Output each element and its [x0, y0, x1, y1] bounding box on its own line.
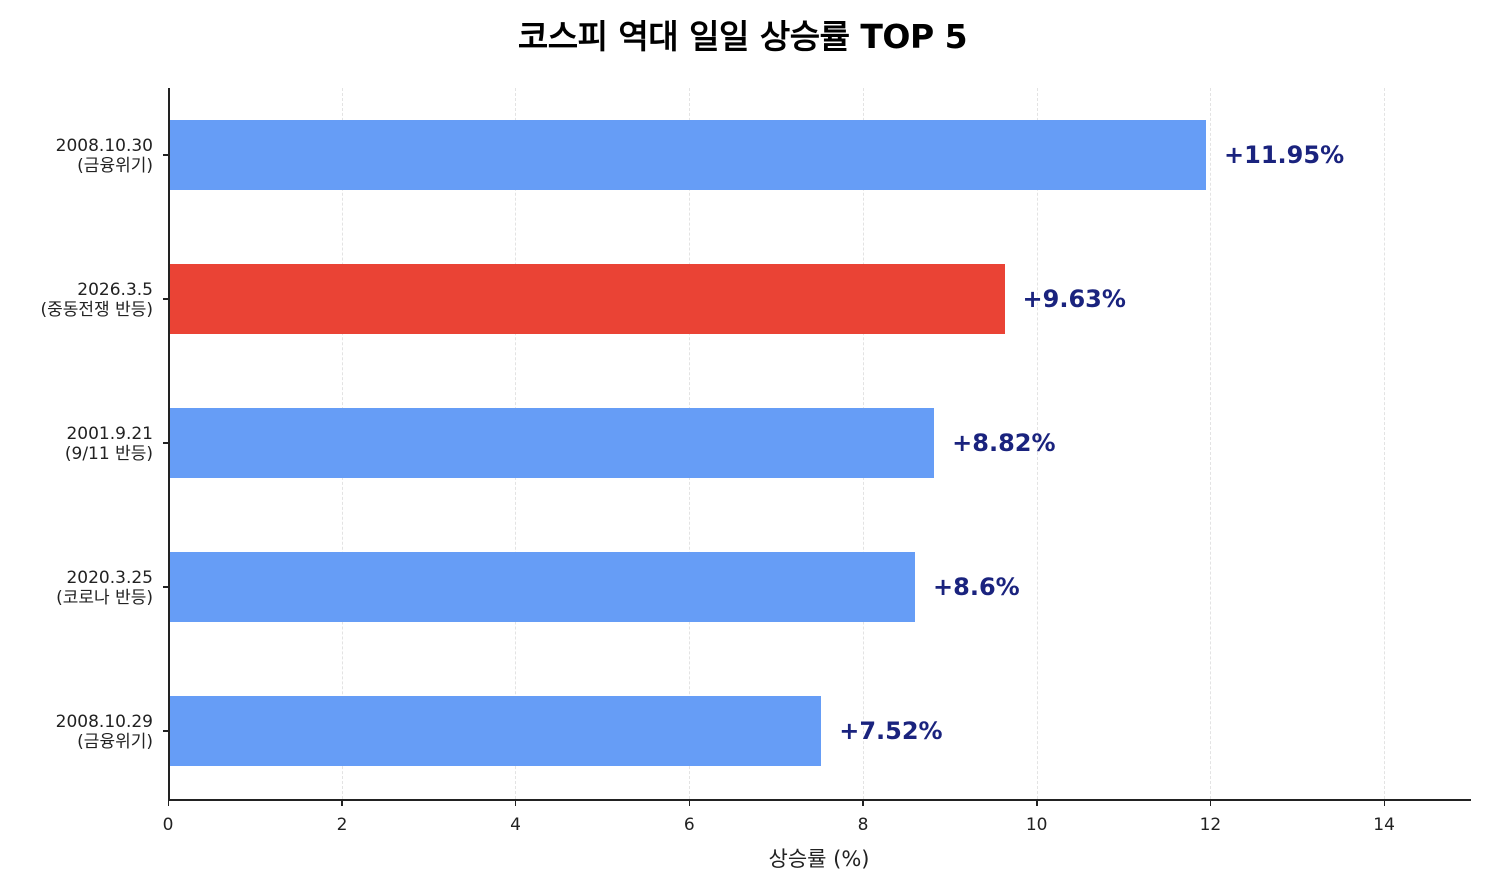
- gridline-14: [1384, 88, 1385, 799]
- x-tick: [862, 800, 864, 806]
- y-label-date: 2020.3.25: [66, 568, 153, 588]
- y-label-event: (9/11 반등): [64, 444, 153, 464]
- x-axis-title: 상승률 (%): [768, 847, 870, 871]
- plot-area: +11.95% +9.63% +8.82% +8.6% +7.52%: [168, 88, 1471, 801]
- y-label-event: (금융위기): [77, 732, 153, 752]
- y-label-event: (코로나 반등): [56, 588, 153, 608]
- x-tick-label: 8: [857, 815, 869, 835]
- y-tick-label: 2008.10.29 (금융위기): [56, 712, 153, 752]
- gridline-12: [1210, 88, 1212, 799]
- value-label: +9.63%: [1022, 285, 1126, 313]
- y-label-event: (중동전쟁 반등): [40, 300, 153, 320]
- y-tick-label: 2008.10.30 (금융위기): [56, 136, 153, 176]
- y-label-date: 2001.9.21: [66, 424, 153, 444]
- y-tick: [163, 586, 168, 588]
- gridline-10: [1036, 88, 1038, 799]
- x-tick-label: 12: [1199, 815, 1222, 835]
- x-tick: [688, 800, 691, 806]
- value-label: +11.95%: [1224, 141, 1345, 169]
- y-tick-label: 2020.3.25 (코로나 반등): [56, 568, 153, 608]
- bar-2008-10-29: [169, 696, 822, 766]
- y-tick-label: 2001.9.21 (9/11 반등): [65, 424, 153, 464]
- x-tick: [1383, 800, 1385, 806]
- y-tick: [163, 442, 168, 444]
- y-label-date: 2008.10.30: [55, 136, 153, 156]
- y-label-event: (금융위기): [77, 156, 153, 176]
- x-tick-label: 4: [510, 815, 521, 835]
- y-label-date: 2026.3.5: [77, 280, 153, 300]
- y-tick: [163, 154, 168, 156]
- y-axis-spine: [168, 88, 170, 801]
- y-tick: [163, 298, 168, 300]
- x-tick-label: 14: [1373, 815, 1395, 835]
- bar-2020-3-25: [169, 552, 916, 622]
- x-tick-label: 2: [336, 815, 348, 835]
- y-label-date: 2008.10.29: [55, 712, 153, 732]
- x-tick: [167, 800, 169, 806]
- bar-2001-9-21: [169, 408, 935, 478]
- x-axis-spine: [168, 799, 1471, 801]
- x-tick: [514, 800, 517, 806]
- bar-2008-10-30: [169, 120, 1207, 190]
- value-label: +8.6%: [933, 573, 1020, 601]
- x-tick: [1036, 800, 1038, 806]
- x-tick: [1209, 800, 1212, 806]
- y-tick: [163, 730, 168, 732]
- y-tick-label: 2026.3.5 (중동전쟁 반등): [40, 280, 153, 320]
- value-label: +8.82%: [952, 429, 1056, 457]
- x-tick-label: 10: [1025, 815, 1048, 835]
- x-tick-label: 6: [683, 815, 695, 835]
- x-tick: [341, 800, 343, 806]
- x-tick-label: 0: [162, 815, 174, 835]
- chart-title: 코스피 역대 일일 상승률 TOP 5: [517, 17, 968, 56]
- bar-2026-3-5: [169, 264, 1005, 334]
- value-label: +7.52%: [839, 717, 943, 745]
